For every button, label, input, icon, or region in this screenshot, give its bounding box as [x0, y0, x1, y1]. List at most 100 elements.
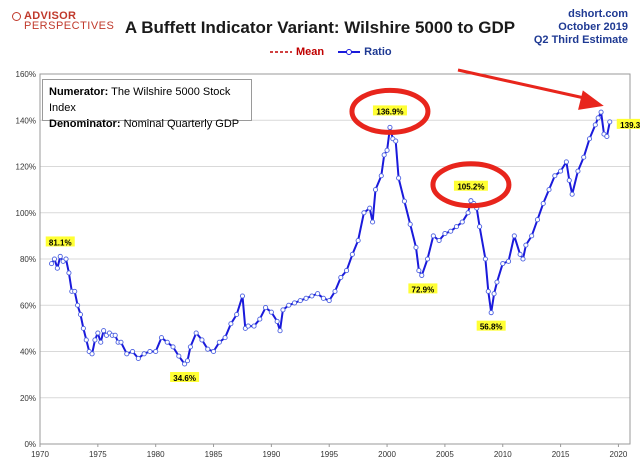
data-point	[566, 177, 572, 183]
annotation-highlight	[616, 118, 640, 129]
data-point	[228, 321, 234, 327]
data-point	[586, 136, 593, 142]
x-tick-label: 1985	[205, 450, 223, 459]
x-tick-label: 1990	[262, 450, 280, 459]
data-point	[112, 332, 118, 338]
data-point	[569, 191, 575, 197]
annotation-highlight	[170, 371, 200, 382]
legend-mean-label: Mean	[296, 46, 325, 58]
annotation-text: 139.3%	[620, 121, 640, 130]
data-point	[563, 159, 569, 165]
annotation-highlight	[408, 283, 438, 294]
annotation-text: 56.8%	[480, 323, 503, 332]
x-tick-label: 1995	[320, 450, 338, 459]
data-point	[257, 316, 263, 322]
data-point	[372, 187, 379, 193]
logo: ADVISOR PERSPECTIVES	[12, 10, 114, 32]
data-point	[529, 233, 535, 239]
data-point	[442, 231, 448, 237]
y-tick-label: 20%	[20, 394, 36, 403]
data-point	[176, 353, 182, 359]
annotation-highlight	[476, 320, 506, 331]
data-point	[129, 348, 136, 355]
data-point	[92, 337, 98, 343]
y-tick-label: 60%	[20, 301, 36, 310]
annotation-label: 105.2%	[453, 180, 488, 192]
data-point	[239, 293, 246, 299]
data-point	[552, 173, 558, 179]
data-point	[75, 302, 81, 308]
data-point	[575, 168, 581, 174]
data-point	[72, 288, 78, 294]
data-point	[222, 335, 228, 341]
data-point	[216, 339, 222, 345]
data-point	[251, 323, 257, 329]
data-point	[419, 272, 425, 278]
data-point	[303, 295, 309, 301]
data-point	[546, 187, 552, 193]
denominator-label: Denominator:	[49, 118, 121, 130]
data-point	[63, 256, 69, 262]
data-point	[370, 219, 376, 225]
numerator-value: The Wilshire 5000 Stock Index	[49, 86, 231, 114]
annotation-text: 136.9%	[376, 107, 403, 116]
data-point	[581, 154, 587, 160]
legend: Mean Ratio	[270, 46, 392, 58]
data-point	[488, 310, 494, 316]
data-point	[378, 173, 384, 179]
data-point	[430, 233, 436, 239]
numerator-label: Numerator:	[49, 86, 109, 98]
data-point	[424, 256, 431, 262]
legend-ratio-label: Ratio	[364, 46, 392, 58]
data-point	[407, 221, 413, 227]
data-point	[361, 210, 367, 216]
data-point	[595, 115, 601, 121]
data-point	[277, 328, 283, 334]
data-point	[332, 288, 338, 294]
legend-mean-swatch	[270, 51, 292, 53]
data-point	[558, 168, 564, 174]
data-point	[135, 355, 141, 361]
data-point	[286, 302, 292, 308]
data-point	[182, 361, 188, 367]
data-point	[158, 335, 165, 341]
y-tick-label: 0%	[24, 440, 36, 449]
data-point	[83, 337, 89, 343]
series-line-ratio	[50, 111, 611, 365]
data-point	[494, 279, 500, 285]
data-point	[77, 311, 84, 318]
info-box: Numerator: The Wilshire 5000 Stock Index…	[42, 79, 252, 130]
data-point	[54, 265, 60, 271]
data-point	[393, 138, 399, 144]
data-point	[485, 288, 491, 294]
data-point	[338, 274, 344, 281]
data-point	[124, 351, 130, 357]
data-point	[396, 175, 402, 181]
data-point	[141, 351, 147, 357]
legend-item-ratio: Ratio	[338, 46, 392, 58]
data-point	[381, 152, 387, 158]
data-point	[598, 109, 604, 115]
data-point	[291, 300, 298, 306]
data-point	[491, 291, 497, 297]
y-tick-label: 80%	[20, 255, 36, 264]
x-tick-label: 2005	[436, 450, 454, 459]
data-point	[367, 205, 373, 211]
annotation-label: 81.1%	[45, 236, 75, 247]
data-point	[326, 298, 332, 304]
data-point	[448, 228, 454, 234]
annotation-text: 72.9%	[412, 285, 435, 294]
data-point	[193, 330, 199, 336]
data-point	[534, 217, 541, 223]
data-point	[245, 323, 251, 329]
data-point	[413, 244, 419, 250]
annotation-highlight	[372, 105, 407, 116]
data-point	[511, 233, 517, 239]
highlight-ellipse	[349, 87, 431, 135]
decor-layer	[349, 68, 604, 209]
legend-ratio-swatch	[338, 49, 361, 55]
annotation-label: 136.9%	[372, 105, 407, 116]
data-point	[268, 309, 274, 315]
data-point	[453, 224, 460, 230]
